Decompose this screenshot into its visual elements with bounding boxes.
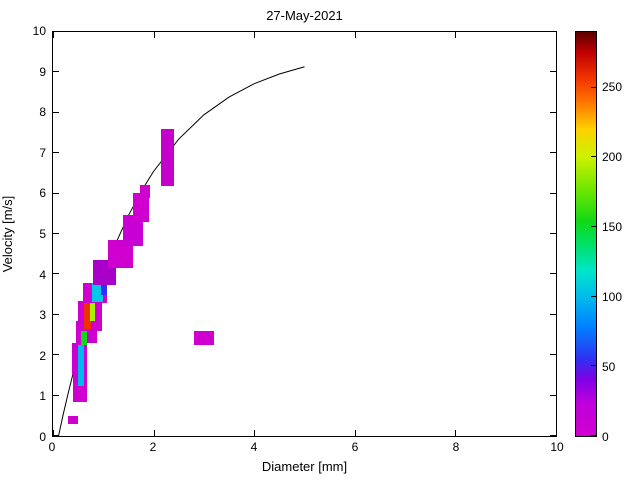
y-tick-mark	[53, 273, 59, 275]
chart-title: 27-May-2021	[266, 8, 343, 23]
x-tick-mark	[53, 430, 54, 436]
x-tick-label: 10	[550, 440, 564, 454]
x-tick-label: 0	[48, 440, 56, 454]
colorbar-tick-label: 0	[602, 430, 609, 444]
x-tick-mark	[455, 430, 457, 436]
heatmap-cell	[123, 214, 143, 247]
colorbar-tick-mark	[591, 295, 596, 297]
colorbar	[575, 31, 597, 437]
x-tick-label: 2	[149, 440, 157, 454]
y-tick-label: 4	[39, 267, 46, 282]
heatmap-cell	[80, 318, 87, 346]
y-tick-label: 2	[39, 348, 46, 363]
colorbar-tick-label: 250	[602, 80, 623, 94]
heatmap-cell	[161, 128, 174, 186]
y-tick-mark	[550, 233, 556, 234]
heatmap-cell	[68, 415, 79, 424]
y-tick-mark	[550, 313, 556, 315]
colorbar-gradient	[576, 32, 596, 436]
y-tick-mark	[53, 31, 59, 32]
colorbar-tick-label: 50	[602, 360, 616, 374]
x-tick-mark	[254, 32, 256, 38]
x-tick-label: 8	[452, 440, 460, 454]
y-tick-mark	[53, 435, 59, 436]
colorbar-tick-label: 150	[602, 220, 623, 234]
colorbar-tick-mark	[591, 156, 596, 158]
y-tick-mark	[550, 394, 556, 396]
y-tick-mark	[550, 354, 556, 356]
x-axis-tick-labels: 0 2 4 6 8 10	[48, 440, 564, 456]
x-tick-mark	[354, 32, 356, 38]
x-tick-mark	[455, 32, 457, 38]
plot-area	[52, 31, 557, 437]
y-tick-label: 5	[39, 227, 46, 241]
heatmap-cell	[133, 192, 149, 222]
x-tick-mark	[556, 430, 557, 436]
x-tick-mark	[254, 430, 256, 436]
y-axis-tick-labels: 0 1 2 3 4 5 6 7 8 9 10	[0, 24, 46, 444]
y-tick-mark	[550, 31, 556, 32]
x-tick-mark	[556, 32, 557, 38]
y-tick-label: 6	[39, 186, 46, 201]
y-tick-mark	[550, 111, 556, 113]
heatmap-cell	[78, 345, 85, 386]
y-tick-mark	[53, 313, 59, 315]
heatmap-cell	[90, 299, 96, 321]
y-tick-label: 1	[39, 389, 46, 404]
y-tick-mark	[53, 394, 59, 396]
y-tick-mark	[550, 273, 556, 275]
y-tick-label: 9	[39, 64, 46, 79]
y-axis-label: Velocity [m/s]	[0, 195, 15, 273]
x-tick-mark	[53, 32, 54, 38]
heatmap-cell	[92, 283, 104, 302]
x-tick-mark	[354, 430, 356, 436]
colorbar-tick-label: 100	[602, 290, 623, 304]
heatmap-cell	[193, 330, 214, 346]
y-tick-mark	[53, 71, 59, 73]
terminal-velocity-curve	[53, 32, 556, 436]
y-tick-mark	[550, 435, 556, 436]
heatmap-cell	[84, 299, 92, 329]
y-tick-mark	[53, 152, 59, 154]
colorbar-tick-labels: 0 50 100 150 200 250	[602, 31, 638, 444]
heatmap-cell	[100, 281, 107, 296]
y-tick-mark	[550, 152, 556, 154]
colorbar-tick-mark	[591, 435, 596, 436]
y-tick-label: 7	[39, 145, 46, 160]
y-tick-mark	[53, 111, 59, 113]
y-tick-mark	[550, 192, 556, 194]
colorbar-tick-mark	[591, 86, 596, 88]
y-tick-label: 0	[39, 430, 46, 444]
y-tick-mark	[550, 71, 556, 73]
y-tick-mark	[53, 233, 59, 234]
x-tick-mark	[153, 430, 155, 436]
x-tick-mark	[153, 32, 155, 38]
x-tick-label: 4	[250, 440, 258, 454]
y-tick-label: 10	[32, 24, 46, 38]
y-tick-label: 3	[39, 308, 46, 323]
y-tick-label: 8	[39, 105, 46, 120]
y-tick-mark	[53, 192, 59, 194]
x-tick-label: 6	[351, 440, 359, 454]
y-tick-mark	[53, 354, 59, 356]
heatmap-cell	[139, 184, 150, 198]
x-axis-label: Diameter [mm]	[261, 459, 348, 474]
colorbar-tick-mark	[591, 365, 596, 367]
colorbar-tick-label: 200	[602, 150, 623, 164]
colorbar-tick-mark	[591, 226, 596, 228]
